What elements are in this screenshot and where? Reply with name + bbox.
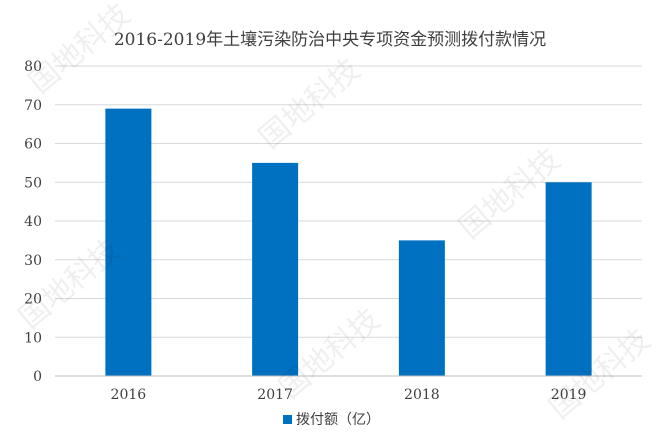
y-axis-ticks: 0 10 20 30 40 50 60 70 80 bbox=[24, 59, 42, 385]
y-tick-label: 30 bbox=[24, 253, 42, 269]
y-tick-label: 20 bbox=[24, 292, 42, 308]
x-axis-ticks: 2016 2017 2018 2019 bbox=[111, 387, 587, 403]
bar-2016 bbox=[105, 108, 152, 376]
y-tick-label: 50 bbox=[24, 175, 42, 191]
x-tick-label: 2017 bbox=[257, 387, 293, 403]
bars bbox=[105, 108, 592, 376]
y-tick-label: 10 bbox=[24, 330, 42, 346]
y-tick-label: 60 bbox=[24, 137, 42, 153]
x-tick-label: 2016 bbox=[111, 387, 147, 403]
x-tick-label: 2018 bbox=[404, 387, 440, 403]
legend: 拨付额（亿） bbox=[283, 412, 380, 428]
gridlines bbox=[55, 65, 642, 338]
bar-2019 bbox=[545, 182, 592, 376]
chart-title: 2016-2019年土壤污染防治中央专项资金预测拨付款情况 bbox=[114, 29, 546, 50]
legend-label: 拨付额（亿） bbox=[296, 412, 380, 428]
y-tick-label: 70 bbox=[24, 98, 42, 114]
legend-swatch bbox=[283, 415, 292, 424]
bar-2018 bbox=[398, 240, 445, 376]
y-tick-label: 80 bbox=[24, 59, 42, 75]
y-tick-label: 0 bbox=[33, 369, 42, 385]
bar-2017 bbox=[252, 162, 299, 376]
y-tick-label: 40 bbox=[24, 214, 42, 230]
x-tick-label: 2019 bbox=[551, 387, 587, 403]
